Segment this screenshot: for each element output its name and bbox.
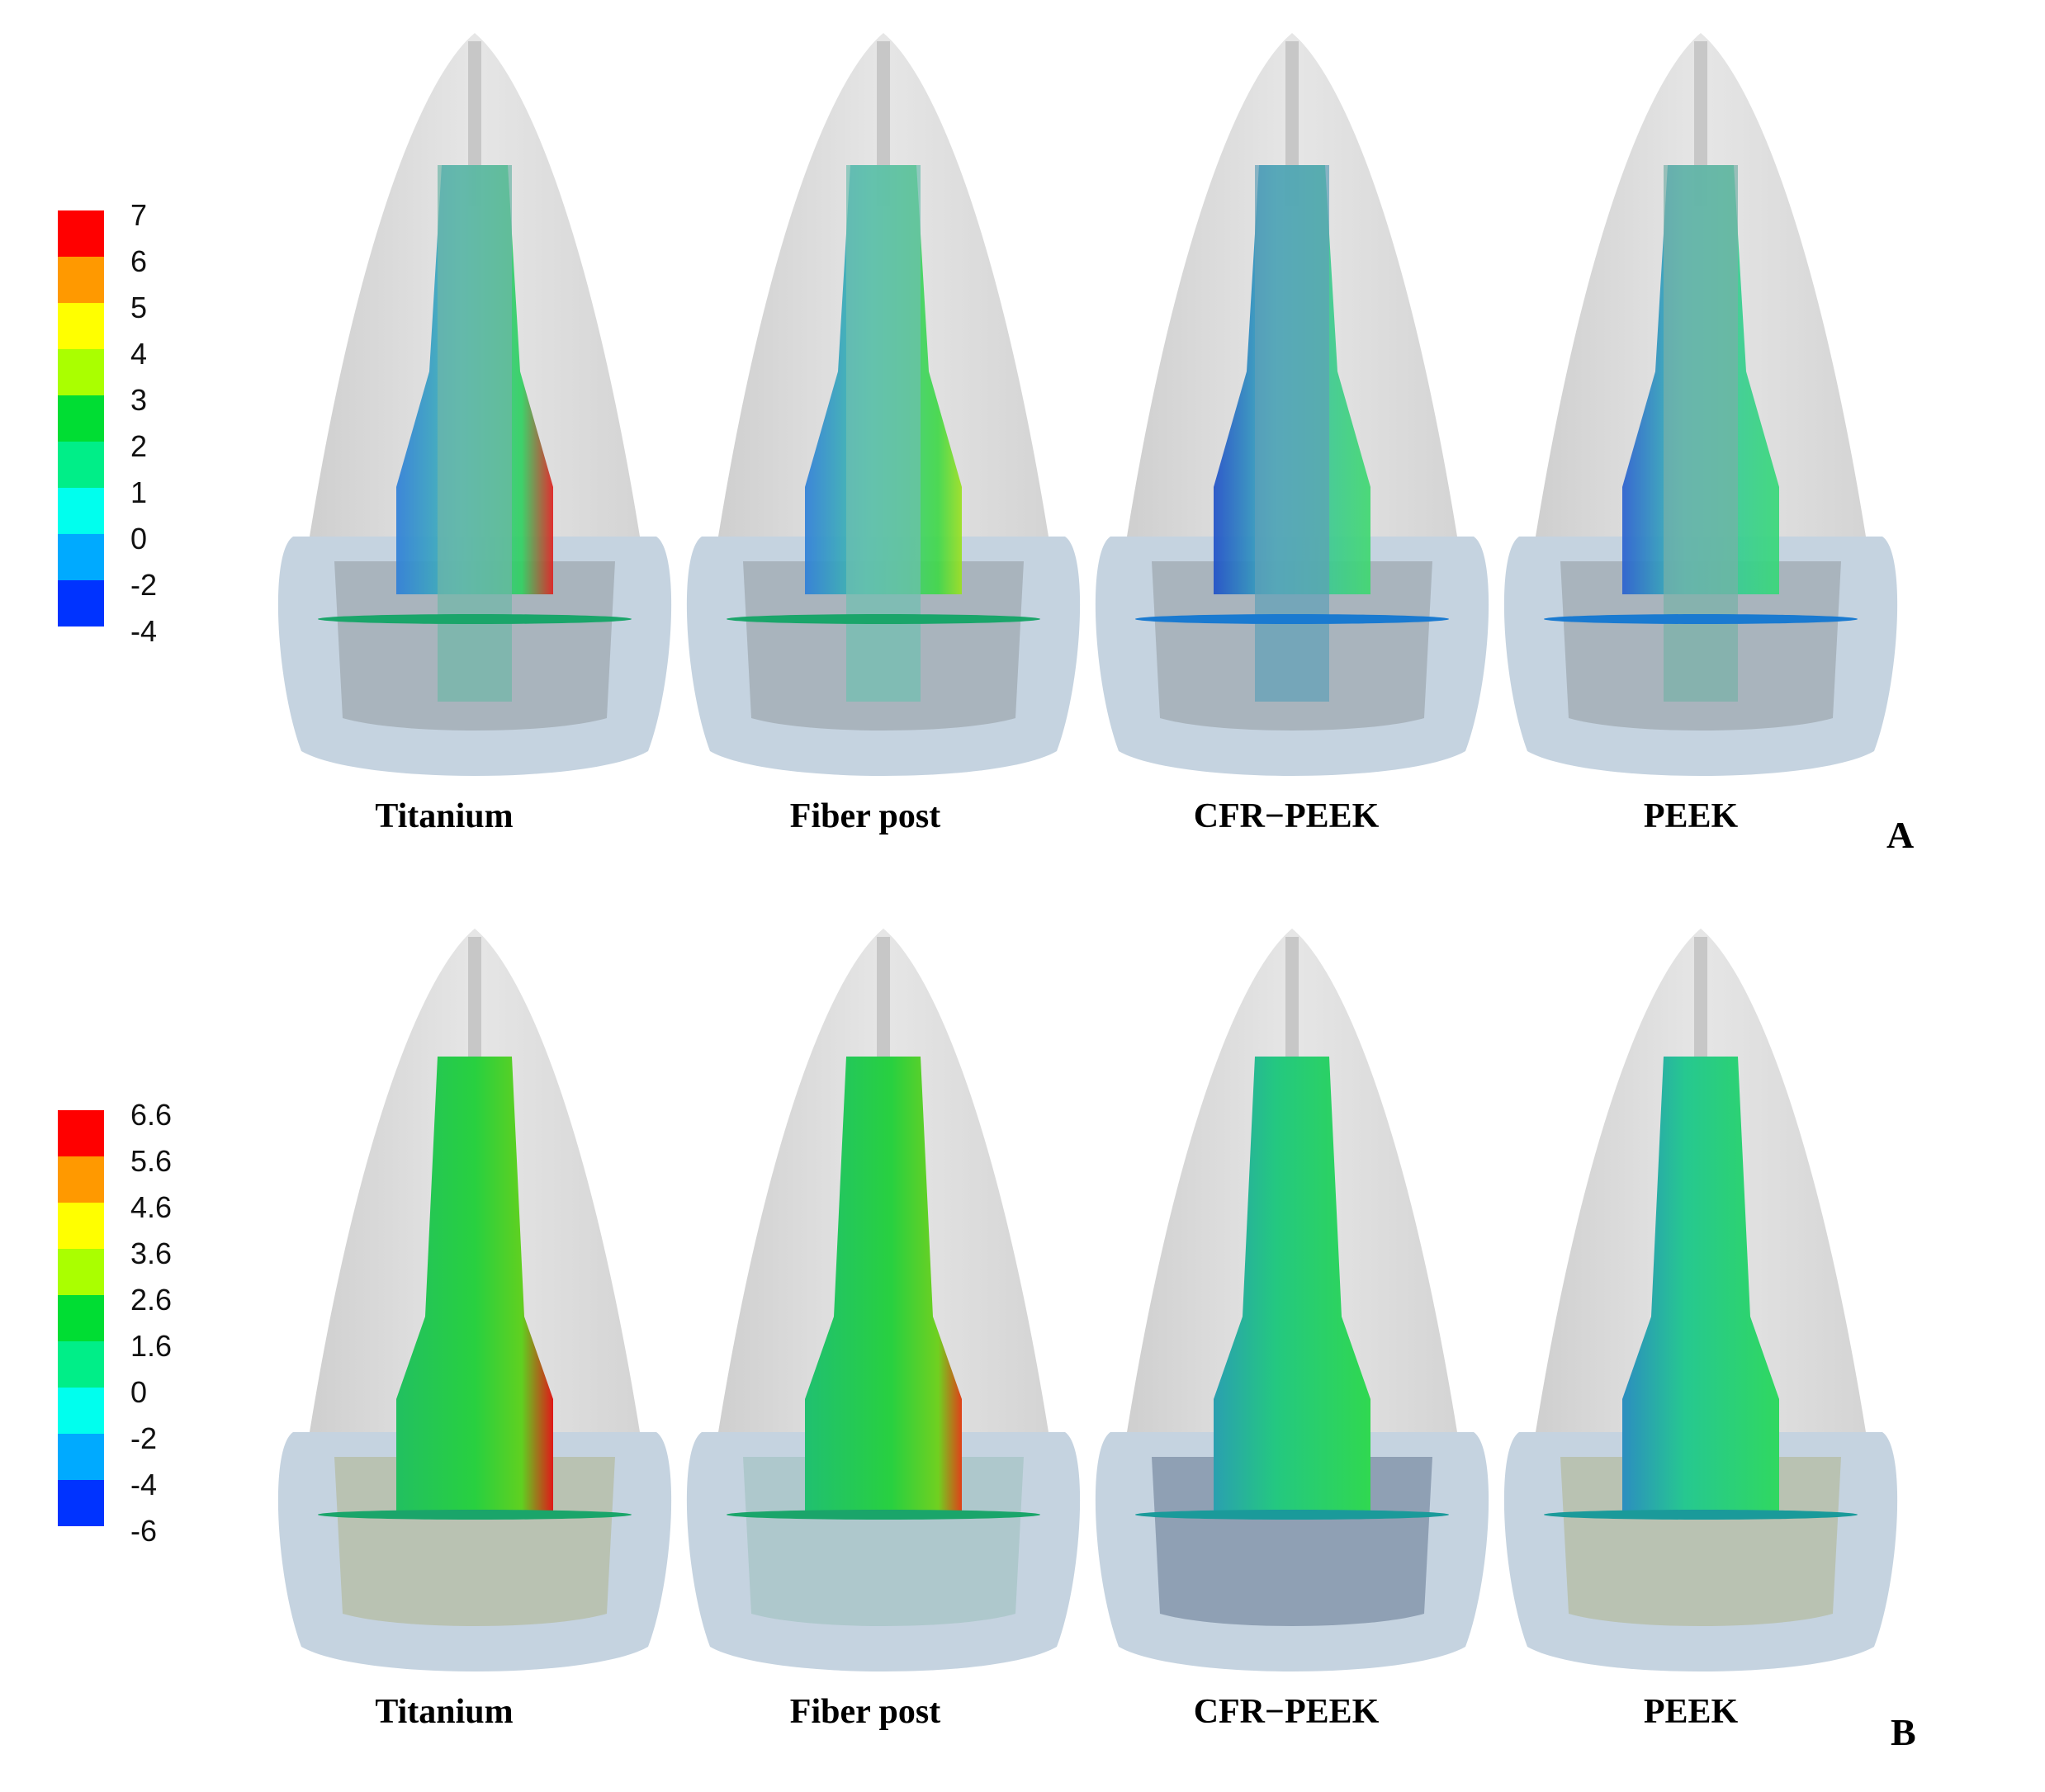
- scale-swatch: [58, 1295, 104, 1341]
- tooth-model-titanium-a: [277, 33, 672, 776]
- panel-letter-b: B: [1891, 1711, 1916, 1753]
- scale-tick-label: -2: [130, 1421, 158, 1455]
- margin-plate: [318, 614, 632, 624]
- scale-tick-label: 5.6: [130, 1144, 173, 1178]
- scale-swatch: [58, 303, 104, 349]
- caption-peek-a: PEEK: [1643, 797, 1739, 835]
- scale-tick-label: 0: [130, 522, 148, 556]
- scale-swatch: [58, 1434, 104, 1480]
- scale-swatch: [58, 580, 104, 626]
- scale-swatch: [58, 534, 104, 580]
- scale-swatch: [58, 257, 104, 303]
- scale-swatch: [58, 395, 104, 442]
- scale-tick-label: 1.6: [130, 1329, 173, 1363]
- caption-peek-b: PEEK: [1643, 1693, 1739, 1731]
- scale-tick-label: 2: [130, 429, 148, 463]
- scale-swatch: [58, 1156, 104, 1203]
- post-core: [438, 165, 512, 702]
- scale-tick-label: 6: [130, 244, 148, 278]
- scale-tick-label: 0: [130, 1375, 148, 1409]
- caption-titanium-b: Titanium: [375, 1693, 514, 1731]
- scale-swatch: [58, 1341, 104, 1388]
- tooth-model-titanium-b: [277, 929, 672, 1671]
- scale-tick-label: -6: [130, 1514, 158, 1548]
- tooth-model-peek-b: [1503, 929, 1898, 1671]
- panel-letter-a: A: [1886, 814, 1915, 856]
- tooth-model-cfr-peek-a: [1095, 33, 1489, 776]
- scale-swatch: [58, 1388, 104, 1434]
- scale-swatch: [58, 1203, 104, 1249]
- scale-swatch: [58, 1480, 104, 1526]
- scale-tick-label: 2.6: [130, 1283, 173, 1317]
- scale-swatch: [58, 1110, 104, 1156]
- caption-cfr-peek-b: CFR−PEEK: [1193, 1693, 1380, 1731]
- scale-swatch: [58, 210, 104, 257]
- scale-tick-label: 5: [130, 291, 148, 324]
- scale-tick-label: 3: [130, 383, 148, 417]
- scale-tick-label: -4: [130, 1468, 158, 1501]
- tooth-model-fiber-a: [686, 33, 1081, 776]
- scale-swatch: [58, 442, 104, 488]
- caption-titanium-a: Titanium: [375, 797, 514, 835]
- scale-tick-label: 3.6: [130, 1236, 173, 1270]
- caption-fiber-b: Fiber post: [789, 1693, 941, 1731]
- scale-swatch: [58, 349, 104, 395]
- tooth-model-peek-a: [1503, 33, 1898, 776]
- scale-tick-label: -4: [130, 614, 158, 648]
- scale-tick-label: 6.6: [130, 1098, 173, 1132]
- tooth-model-cfr-peek-b: [1095, 929, 1489, 1671]
- tooth-model-fiber-b: [686, 929, 1081, 1671]
- scale-swatch: [58, 488, 104, 534]
- scale-tick-label: 7: [130, 198, 148, 232]
- scale-tick-label: 4: [130, 337, 148, 371]
- scale-tick-label: 4.6: [130, 1190, 173, 1224]
- scale-tick-label: -2: [130, 568, 158, 602]
- scale-tick-label: 1: [130, 475, 148, 509]
- caption-fiber-a: Fiber post: [789, 797, 941, 835]
- caption-cfr-peek-a: CFR−PEEK: [1193, 797, 1380, 835]
- scale-swatch: [58, 1249, 104, 1295]
